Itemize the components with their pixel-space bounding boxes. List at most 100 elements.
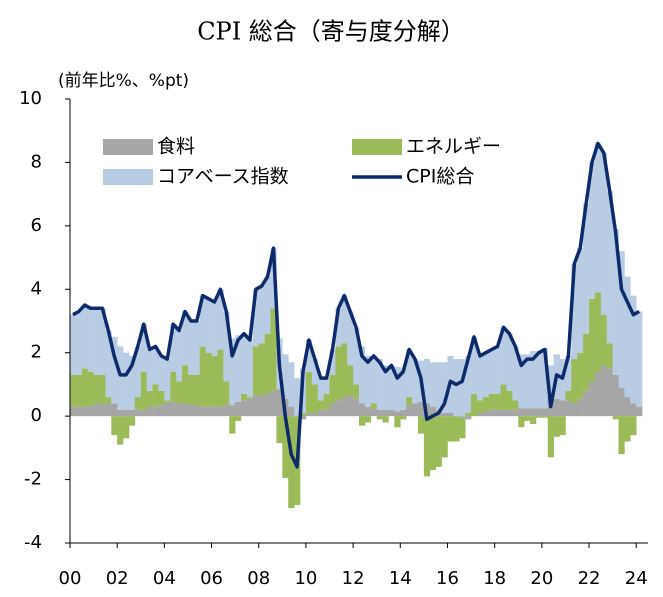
- bar-segment: [600, 365, 608, 417]
- bar-segment: [123, 409, 130, 417]
- bar-segment: [229, 416, 236, 434]
- bar-segment: [323, 409, 330, 417]
- bar-segment: [223, 381, 230, 406]
- bar-segment: [512, 400, 519, 410]
- bar-segment: [341, 343, 348, 398]
- bar-segment: [476, 400, 484, 413]
- bar-segment: [182, 365, 189, 404]
- bar-segment: [406, 349, 413, 398]
- x-tick-label: 02: [106, 568, 129, 589]
- bar-segment: [565, 390, 572, 401]
- bar-segment: [282, 354, 289, 399]
- bar-segment: [488, 409, 495, 417]
- bar-segment: [606, 343, 613, 369]
- bar-segment: [146, 406, 153, 417]
- bar-segment: [347, 311, 354, 366]
- bar-segment: [146, 390, 153, 407]
- bar-segment: [624, 276, 631, 398]
- bar-segment: [500, 327, 507, 385]
- bar-segment: [636, 406, 643, 417]
- bar-segment: [606, 368, 613, 417]
- bar-segment: [512, 409, 519, 417]
- x-tick-label: 12: [342, 568, 365, 589]
- bar-segment: [164, 400, 171, 402]
- bar-segment: [394, 416, 401, 428]
- bar-segment: [128, 416, 136, 426]
- bar-segment: [311, 384, 319, 413]
- bar-segment: [158, 355, 165, 391]
- bar-segment: [305, 340, 313, 372]
- bar-segment: [199, 346, 206, 407]
- bar-segment: [235, 401, 242, 417]
- bar-segment: [364, 416, 372, 423]
- bar-segment: [370, 403, 377, 409]
- bar-segment: [500, 384, 507, 410]
- bar-segment: [252, 346, 260, 396]
- bar-segment: [288, 406, 295, 417]
- bar-segment: [547, 416, 554, 458]
- bar-segment: [465, 412, 472, 417]
- bar-segment: [441, 362, 448, 413]
- bar-segment: [187, 374, 195, 406]
- y-tick-label: 4: [31, 278, 42, 299]
- legend-swatch: [103, 139, 153, 155]
- bar-segment: [111, 336, 118, 404]
- y-axis-label: (前年比%、%pt): [58, 71, 189, 91]
- legend-swatch: [103, 169, 153, 185]
- x-tick-label: 24: [625, 568, 648, 589]
- bar-segment: [571, 263, 578, 360]
- bar-segment: [553, 398, 560, 417]
- bar-segment: [612, 416, 619, 420]
- bar-segment: [70, 374, 77, 407]
- bar-segment: [376, 416, 383, 420]
- bar-segment: [134, 409, 142, 417]
- bar-segment: [264, 276, 271, 334]
- bar-segment: [553, 416, 560, 437]
- bar-segment: [630, 403, 637, 417]
- bar-segment: [211, 406, 218, 417]
- bar-segment: [276, 416, 283, 444]
- bar-segment: [376, 359, 383, 410]
- bar-segment: [199, 295, 206, 347]
- bar-segment: [565, 400, 572, 417]
- bar-segment: [518, 354, 525, 409]
- chart-title: CPI 総合（寄与度分解）: [197, 18, 465, 46]
- bar-segment: [182, 311, 189, 366]
- bar-segment: [246, 397, 254, 399]
- bar-segment: [618, 251, 625, 388]
- bar-segment: [99, 308, 106, 375]
- bar-segment: [417, 416, 425, 434]
- bar-segment: [589, 298, 596, 382]
- bar-segment: [70, 406, 77, 417]
- bar-segment: [270, 390, 277, 417]
- bar-segment: [246, 398, 254, 417]
- bar-segment: [589, 381, 596, 417]
- bar-segment: [205, 352, 212, 407]
- bar-segment: [482, 352, 490, 398]
- bar-segment: [276, 389, 283, 417]
- bar-segment: [547, 365, 554, 398]
- bar-segment: [264, 333, 271, 394]
- bar-segment: [323, 378, 330, 394]
- bar-segment: [105, 397, 112, 404]
- bar-segment: [364, 406, 372, 417]
- bar-segment: [223, 405, 230, 417]
- bar-segment: [512, 346, 519, 401]
- bar-segment: [311, 359, 319, 385]
- bar-segment: [453, 359, 460, 417]
- bar-segment: [412, 403, 419, 417]
- x-tick-label: 08: [247, 568, 270, 589]
- bar-segment: [123, 352, 130, 410]
- bar-segment: [99, 374, 106, 404]
- bar-segment: [111, 416, 118, 436]
- bar-segment: [329, 374, 336, 404]
- bar-segment: [382, 409, 389, 417]
- bar-segment: [353, 384, 360, 399]
- bar-segment: [417, 401, 425, 417]
- bar-segment: [423, 359, 431, 404]
- bar-segment: [400, 409, 407, 417]
- bar-segment: [182, 403, 189, 417]
- bar-segment: [541, 408, 549, 417]
- bar-segment: [388, 365, 395, 410]
